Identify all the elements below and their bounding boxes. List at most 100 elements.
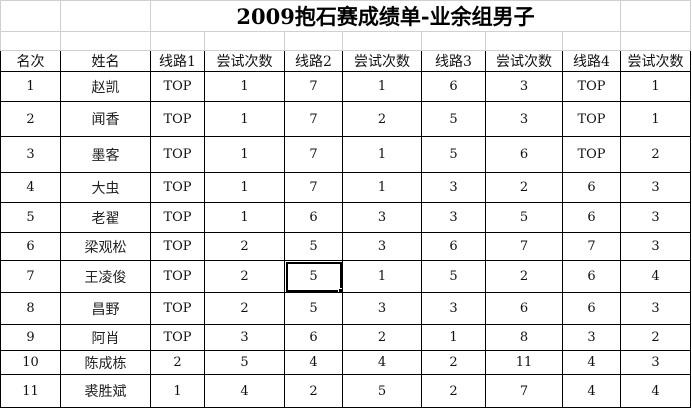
- table-cell[interactable]: TOP: [150, 292, 205, 325]
- table-cell[interactable]: 5: [0, 202, 61, 233]
- table-cell[interactable]: 3: [620, 172, 692, 203]
- table-cell[interactable]: 7: [485, 232, 563, 261]
- cell[interactable]: [620, 31, 692, 51]
- table-cell[interactable]: 1: [421, 324, 486, 351]
- table-cell[interactable]: 10: [0, 350, 61, 375]
- table-cell[interactable]: 3: [485, 71, 563, 102]
- table-cell[interactable]: 7: [561, 232, 622, 261]
- table-cell[interactable]: 7: [284, 101, 343, 137]
- table-cell[interactable]: 2: [421, 374, 486, 408]
- table-cell[interactable]: 2: [485, 260, 563, 293]
- name-cell[interactable]: 老翟: [60, 202, 151, 233]
- table-cell[interactable]: 3: [561, 324, 622, 351]
- table-cell[interactable]: 6: [561, 202, 622, 233]
- name-cell[interactable]: 陈成栋: [60, 350, 151, 375]
- name-cell[interactable]: 闻香: [60, 101, 151, 137]
- table-cell[interactable]: 3: [204, 324, 285, 351]
- table-cell[interactable]: 5: [204, 350, 285, 375]
- table-cell[interactable]: 6: [561, 292, 622, 325]
- table-cell[interactable]: 3: [342, 292, 422, 325]
- table-cell[interactable]: 3: [485, 101, 563, 137]
- table-cell[interactable]: 1: [150, 374, 205, 408]
- table-cell[interactable]: 3: [620, 232, 692, 261]
- table-cell[interactable]: 2: [421, 350, 486, 375]
- table-cell[interactable]: 7: [284, 172, 343, 203]
- cell[interactable]: [60, 31, 151, 51]
- cell[interactable]: [561, 31, 622, 51]
- table-cell[interactable]: 2: [204, 232, 285, 261]
- cell[interactable]: [0, 0, 61, 32]
- header-cell[interactable]: 线路1: [150, 50, 205, 72]
- table-cell[interactable]: 8: [485, 324, 563, 351]
- table-cell[interactable]: TOP: [150, 172, 205, 203]
- table-cell[interactable]: 11: [0, 374, 61, 408]
- table-cell[interactable]: TOP: [150, 202, 205, 233]
- cell[interactable]: [342, 31, 422, 51]
- table-cell[interactable]: 5: [421, 260, 486, 293]
- table-cell[interactable]: 4: [342, 350, 422, 375]
- table-cell[interactable]: 3: [620, 202, 692, 233]
- table-cell[interactable]: TOP: [150, 260, 205, 293]
- header-cell[interactable]: 线路2: [284, 50, 343, 72]
- sheet-title[interactable]: 2009抱石赛成绩单-业余组男子: [149, 0, 622, 32]
- header-cell[interactable]: 尝试次数: [485, 50, 563, 72]
- table-cell[interactable]: TOP: [561, 136, 622, 173]
- table-cell[interactable]: 1: [204, 202, 285, 233]
- table-cell[interactable]: 1: [342, 172, 422, 203]
- table-cell[interactable]: 4: [204, 374, 285, 408]
- table-cell[interactable]: 6: [421, 71, 486, 102]
- header-cell[interactable]: 尝试次数: [204, 50, 285, 72]
- table-cell[interactable]: 3: [620, 350, 692, 375]
- table-cell[interactable]: 1: [204, 172, 285, 203]
- table-cell[interactable]: 3: [0, 136, 61, 173]
- table-cell[interactable]: 1: [620, 71, 692, 102]
- cell[interactable]: [0, 31, 61, 51]
- table-cell[interactable]: 4: [620, 260, 692, 293]
- table-cell[interactable]: 3: [620, 292, 692, 325]
- table-cell[interactable]: 5: [485, 202, 563, 233]
- cell[interactable]: [620, 0, 692, 32]
- table-cell[interactable]: 6: [0, 232, 61, 261]
- table-cell[interactable]: 3: [342, 202, 422, 233]
- header-cell[interactable]: 姓名: [60, 50, 151, 72]
- table-cell[interactable]: 4: [284, 350, 343, 375]
- table-cell[interactable]: 7: [284, 71, 343, 102]
- table-cell[interactable]: 2: [342, 324, 422, 351]
- table-cell[interactable]: TOP: [150, 232, 205, 261]
- cell[interactable]: [485, 31, 563, 51]
- name-cell[interactable]: 王凌俊: [60, 260, 151, 293]
- name-cell[interactable]: 赵凯: [60, 71, 151, 102]
- table-cell[interactable]: 5: [421, 101, 486, 137]
- table-cell[interactable]: 6: [561, 260, 622, 293]
- table-cell[interactable]: 1: [0, 71, 61, 102]
- table-cell[interactable]: 6: [421, 232, 486, 261]
- header-cell[interactable]: 线路4: [561, 50, 622, 72]
- table-cell[interactable]: 7: [485, 374, 563, 408]
- table-cell[interactable]: 1: [204, 101, 285, 137]
- name-cell[interactable]: 阿肖: [60, 324, 151, 351]
- table-cell[interactable]: 6: [561, 172, 622, 203]
- table-cell[interactable]: 2: [0, 101, 61, 137]
- table-cell[interactable]: 3: [342, 232, 422, 261]
- table-cell[interactable]: 2: [284, 374, 343, 408]
- table-cell[interactable]: 3: [421, 172, 486, 203]
- table-cell[interactable]: 7: [284, 136, 343, 173]
- table-cell[interactable]: 3: [421, 292, 486, 325]
- table-cell[interactable]: 6: [485, 292, 563, 325]
- table-cell[interactable]: 5: [284, 232, 343, 261]
- table-cell[interactable]: 2: [150, 350, 205, 375]
- cell[interactable]: [150, 31, 205, 51]
- table-cell[interactable]: 5: [421, 136, 486, 173]
- name-cell[interactable]: 墨客: [60, 136, 151, 173]
- table-cell[interactable]: TOP: [561, 71, 622, 102]
- table-cell[interactable]: 2: [485, 172, 563, 203]
- table-cell[interactable]: 1: [204, 136, 285, 173]
- table-cell[interactable]: 2: [204, 292, 285, 325]
- table-cell[interactable]: 7: [0, 260, 61, 293]
- table-cell[interactable]: 11: [485, 350, 563, 375]
- cell[interactable]: [204, 31, 285, 51]
- table-cell[interactable]: TOP: [561, 101, 622, 137]
- table-cell[interactable]: 4: [561, 350, 622, 375]
- table-cell[interactable]: 1: [204, 71, 285, 102]
- table-cell[interactable]: TOP: [150, 101, 205, 137]
